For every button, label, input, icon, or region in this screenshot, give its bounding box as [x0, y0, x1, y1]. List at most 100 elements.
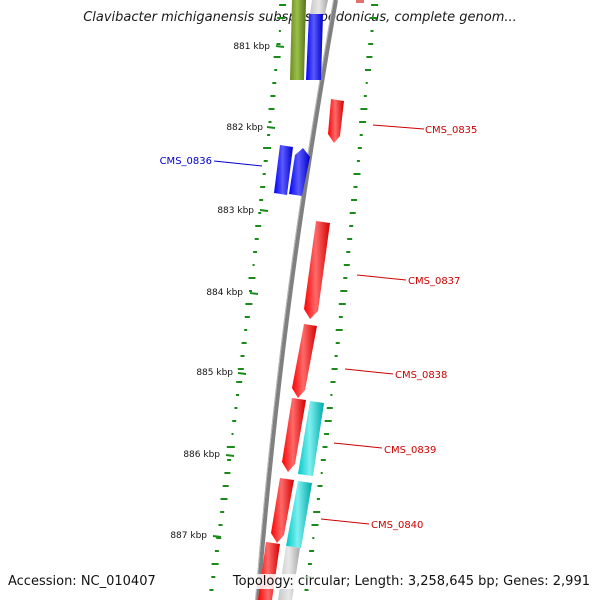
- gc-tick: [304, 589, 309, 591]
- cds-cms-0839: [282, 398, 306, 472]
- gc-tick: [330, 394, 333, 396]
- gray-feature-top: [310, 0, 328, 14]
- kbp-label: 881 kbp: [233, 42, 270, 52]
- gc-tick: [234, 407, 238, 409]
- gc-tick: [227, 459, 232, 461]
- gc-tick: [368, 43, 374, 45]
- gene-labels: CMS_0835 CMS_0836 CMS_0837 CMS_0838 CMS_…: [160, 124, 477, 531]
- gc-tick: [236, 381, 243, 383]
- gc-tick: [363, 95, 367, 97]
- gc-tick: [278, 30, 281, 32]
- gc-tick: [320, 472, 323, 474]
- gc-tick: [222, 485, 229, 487]
- gc-tick: [254, 238, 259, 240]
- gene-label-cms-0835[interactable]: CMS_0835: [425, 125, 477, 136]
- gray-feature-bottom: [278, 546, 300, 600]
- gc-tick: [218, 524, 223, 526]
- gc-tick: [276, 43, 281, 45]
- gc-tick: [370, 30, 374, 32]
- gene-label-cms-0836[interactable]: CMS_0836: [160, 156, 212, 167]
- gc-tick: [231, 433, 234, 435]
- gc-tick: [316, 498, 320, 500]
- cds-cms-0837: [304, 221, 330, 319]
- genome-backbone: [256, 0, 338, 600]
- cyan-feature-0839: [298, 401, 324, 476]
- kbp-label: 884 kbp: [206, 288, 243, 298]
- gc-tick: [356, 160, 360, 162]
- kbp-label: 886 kbp: [183, 450, 220, 460]
- gc-tick: [216, 537, 222, 539]
- gc-tick: [267, 134, 271, 136]
- gc-tick: [270, 95, 276, 97]
- gc-content-track-left: [209, 4, 287, 591]
- gc-tick: [353, 173, 361, 175]
- gc-tick: [309, 550, 315, 552]
- gc-tick: [260, 186, 266, 188]
- gc-tick: [273, 56, 281, 58]
- feature-marker-top: [356, 0, 364, 3]
- gene-label-cms-0838[interactable]: CMS_0838: [395, 370, 447, 381]
- gc-tick: [338, 303, 346, 305]
- gc-tick: [211, 576, 216, 578]
- kbp-ruler: 881 kbp 882 kbp 883 kbp 884 kbp 885 kbp …: [170, 42, 285, 541]
- gc-tick: [349, 212, 356, 214]
- gc-tick: [320, 459, 326, 461]
- gene-label-cms-0840[interactable]: CMS_0840: [371, 520, 423, 531]
- gc-tick: [313, 511, 321, 513]
- gc-tick: [224, 472, 231, 474]
- gc-tick: [324, 433, 330, 435]
- gc-tick: [240, 355, 245, 357]
- gene-label-cms-0837[interactable]: CMS_0837: [408, 276, 460, 287]
- gc-tick: [330, 381, 336, 383]
- gc-tick: [272, 82, 277, 84]
- gc-tick: [307, 563, 312, 565]
- kbp-label: 885 kbp: [196, 368, 233, 378]
- gc-tick: [274, 69, 278, 71]
- gc-tick: [365, 82, 368, 84]
- gc-tick: [324, 420, 332, 422]
- cds-cms-0840: [271, 478, 294, 543]
- gc-tick: [241, 342, 247, 344]
- gc-tick: [232, 420, 237, 422]
- gc-tick: [322, 446, 328, 448]
- gc-tick: [366, 56, 373, 58]
- kbp-label: 883 kbp: [217, 206, 254, 216]
- gc-tick: [248, 277, 256, 279]
- kbp-label: 882 kbp: [226, 123, 263, 133]
- gc-tick: [211, 563, 219, 565]
- gc-tick: [312, 537, 315, 539]
- gc-tick: [326, 407, 333, 409]
- gc-tick: [244, 316, 250, 318]
- gc-tick: [317, 485, 323, 487]
- gc-tick: [237, 368, 244, 370]
- gc-tick: [220, 498, 228, 500]
- cds-cms-0835: [328, 99, 344, 143]
- cyan-feature-0840: [286, 481, 312, 548]
- gc-tick: [259, 199, 264, 201]
- cds-cms-0836-a: [274, 145, 293, 195]
- gc-tick: [209, 589, 214, 591]
- gc-tick: [349, 225, 354, 227]
- gc-tick: [335, 329, 343, 331]
- gene-label-cms-0839[interactable]: CMS_0839: [384, 445, 436, 456]
- accession-label: Accession: NC_010407: [8, 574, 156, 589]
- genome-backbone-highlight: [255, 0, 334, 600]
- gc-tick: [252, 264, 255, 266]
- gc-tick: [338, 316, 343, 318]
- gc-tick: [311, 524, 319, 526]
- gc-tick: [331, 368, 338, 370]
- gc-tick: [359, 121, 367, 123]
- gc-tick: [346, 251, 351, 253]
- cds-cms-0836-b: [289, 148, 310, 196]
- gc-tick: [253, 251, 258, 253]
- gc-tick: [359, 134, 363, 136]
- gc-tick: [214, 550, 219, 552]
- gc-tick: [365, 69, 371, 71]
- kbp-label: 887 kbp: [170, 531, 207, 541]
- gc-tick: [334, 355, 338, 357]
- gc-tick: [277, 17, 286, 19]
- genome-summary: Topology: circular; Length: 3,258,645 bp…: [230, 574, 592, 589]
- gc-tick: [343, 277, 348, 279]
- gc-tick: [343, 264, 350, 266]
- gc-tick: [263, 160, 268, 162]
